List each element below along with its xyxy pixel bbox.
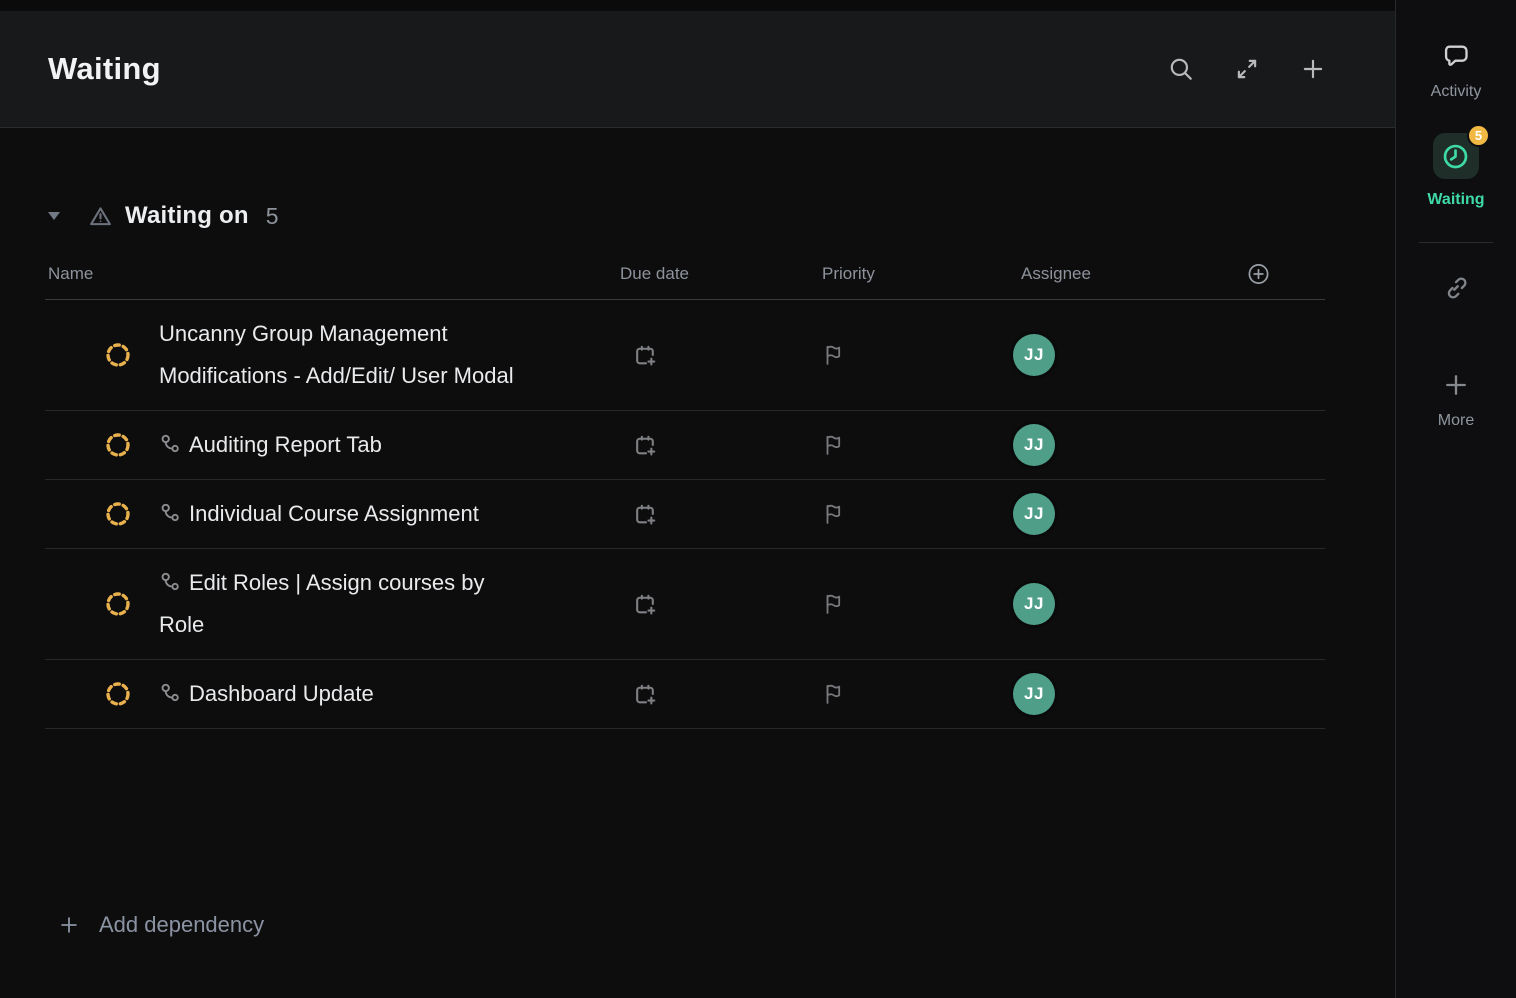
linked-task-icon xyxy=(161,503,179,522)
flag-icon[interactable] xyxy=(821,682,845,706)
dashed-circle-status-icon[interactable] xyxy=(106,433,130,457)
waiting-on-table: Name Due date Priority Assignee Uncanny … xyxy=(45,248,1325,729)
task-name[interactable]: Individual Course Assignment xyxy=(159,493,479,535)
section-title: Waiting on xyxy=(125,202,249,229)
linked-task-icon xyxy=(161,683,179,702)
caret-down-icon[interactable] xyxy=(48,212,60,220)
header-actions xyxy=(1168,56,1326,82)
task-name[interactable]: Dashboard Update xyxy=(159,673,374,715)
search-icon[interactable] xyxy=(1168,56,1194,82)
section-count: 5 xyxy=(265,202,279,229)
table-row[interactable]: Dashboard Update JJ xyxy=(45,660,1325,729)
page-title: Waiting xyxy=(48,51,161,86)
flag-icon[interactable] xyxy=(821,592,845,616)
sidebar-item-links[interactable] xyxy=(1442,274,1470,307)
top-strip xyxy=(0,0,1395,11)
dashed-circle-status-icon[interactable] xyxy=(106,502,130,526)
table-row[interactable]: Auditing Report Tab JJ xyxy=(45,411,1325,480)
calendar-plus-icon[interactable] xyxy=(633,433,658,458)
avatar[interactable]: JJ xyxy=(1013,673,1055,715)
table-row[interactable]: Individual Course Assignment JJ xyxy=(45,480,1325,549)
flag-icon[interactable] xyxy=(821,343,845,367)
right-sidebar: Activity 5 Waiting More xyxy=(1395,0,1516,998)
clock-icon xyxy=(1444,144,1468,168)
task-name[interactable]: Uncanny Group Management Modifications -… xyxy=(159,321,514,388)
column-header-assignee[interactable]: Assignee xyxy=(1021,263,1091,283)
warning-triangle-icon xyxy=(90,206,111,225)
column-header-name[interactable]: Name xyxy=(48,263,94,283)
flag-icon[interactable] xyxy=(821,433,845,457)
column-header-priority[interactable]: Priority xyxy=(822,263,875,283)
sidebar-item-label: Waiting xyxy=(1427,191,1485,208)
linked-task-icon xyxy=(161,434,179,453)
sidebar-item-more[interactable]: More xyxy=(1438,371,1474,430)
linked-task-icon xyxy=(161,572,179,591)
sidebar-item-activity[interactable]: Activity xyxy=(1430,42,1482,101)
avatar[interactable]: JJ xyxy=(1013,334,1055,376)
waiting-icon-tile: 5 xyxy=(1432,124,1490,179)
main-panel: Waiting Waiting on 5 Name Due date Prior… xyxy=(0,0,1395,938)
plus-icon xyxy=(61,917,77,933)
add-dependency-button[interactable]: Add dependency xyxy=(58,912,264,938)
column-header-due-date[interactable]: Due date xyxy=(620,263,689,283)
comment-bubble-icon xyxy=(1444,45,1468,66)
dashed-circle-status-icon[interactable] xyxy=(106,343,130,367)
plus-icon xyxy=(1446,375,1466,395)
table-row[interactable]: Edit Roles | Assign courses by Role JJ xyxy=(45,549,1325,660)
table-header-row: Name Due date Priority Assignee xyxy=(45,248,1325,300)
flag-icon[interactable] xyxy=(821,502,845,526)
view-header: Waiting xyxy=(0,11,1395,128)
table-row[interactable]: Uncanny Group Management Modifications -… xyxy=(45,300,1325,411)
dashed-circle-status-icon[interactable] xyxy=(106,682,130,706)
calendar-plus-icon[interactable] xyxy=(633,592,658,617)
sidebar-item-label: Activity xyxy=(1430,83,1482,100)
expand-icon[interactable] xyxy=(1234,56,1260,82)
calendar-plus-icon[interactable] xyxy=(633,502,658,527)
link-icon xyxy=(1447,277,1467,299)
add-dependency-label: Add dependency xyxy=(99,912,265,937)
circled-plus-icon[interactable] xyxy=(1247,262,1270,285)
task-name[interactable]: Edit Roles | Assign courses by Role xyxy=(159,570,485,637)
dashed-circle-status-icon[interactable] xyxy=(106,592,130,616)
avatar[interactable]: JJ xyxy=(1013,424,1055,466)
calendar-plus-icon[interactable] xyxy=(633,343,658,368)
waiting-count-badge: 5 xyxy=(1466,124,1490,147)
sidebar-divider xyxy=(1419,242,1493,243)
calendar-plus-icon[interactable] xyxy=(633,682,658,707)
plus-icon[interactable] xyxy=(1300,56,1326,82)
avatar[interactable]: JJ xyxy=(1013,493,1055,535)
task-name[interactable]: Auditing Report Tab xyxy=(159,424,382,466)
waiting-on-section-header: Waiting on 5 xyxy=(48,202,1395,230)
sidebar-item-label: More xyxy=(1437,412,1475,429)
sidebar-item-waiting[interactable]: 5 Waiting xyxy=(1427,124,1490,209)
avatar[interactable]: JJ xyxy=(1013,583,1055,625)
